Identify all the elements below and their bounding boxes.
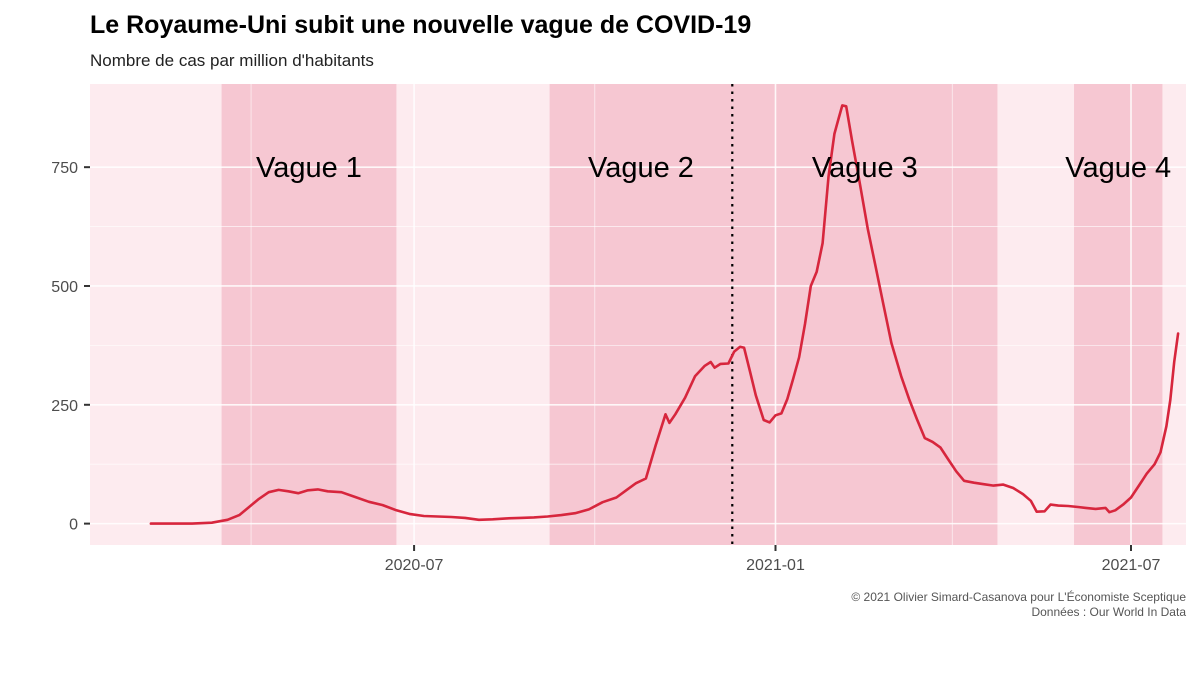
wave-label-2: Vague 2 (588, 152, 694, 184)
y-tick-label: 500 (51, 279, 78, 296)
x-tick-label: 2021-01 (746, 557, 805, 574)
wave-label-3: Vague 3 (812, 152, 918, 184)
wave-band-4 (1074, 84, 1163, 545)
chart-subtitle: Nombre de cas par million d'habitants (90, 51, 374, 70)
wave-band-2 (549, 84, 733, 545)
x-axis: 2020-07 2021-01 2021-07 (385, 545, 1161, 574)
gridlines (90, 84, 1186, 545)
y-tick-label: 250 (51, 398, 78, 415)
wave-bands (221, 84, 1163, 545)
x-tick-label: 2020-07 (385, 557, 444, 574)
y-tick-label: 0 (69, 517, 78, 534)
cases-series-line (149, 104, 1180, 525)
caption-source: Données : Our World In Data (1031, 605, 1186, 619)
wave-label-4: Vague 4 (1065, 152, 1171, 184)
wave-labels: Vague 1 Vague 2 Vague 3 Vague 4 (256, 152, 1171, 184)
x-tick-label: 2021-07 (1102, 557, 1161, 574)
y-tick-label: 750 (51, 160, 78, 177)
caption-copyright: © 2021 Olivier Simard-Casanova pour L'Éc… (851, 589, 1186, 604)
y-axis: 0 250 500 750 (51, 160, 90, 534)
wave-label-1: Vague 1 (256, 152, 362, 184)
chart-title: Le Royaume-Uni subit une nouvelle vague … (90, 11, 751, 39)
